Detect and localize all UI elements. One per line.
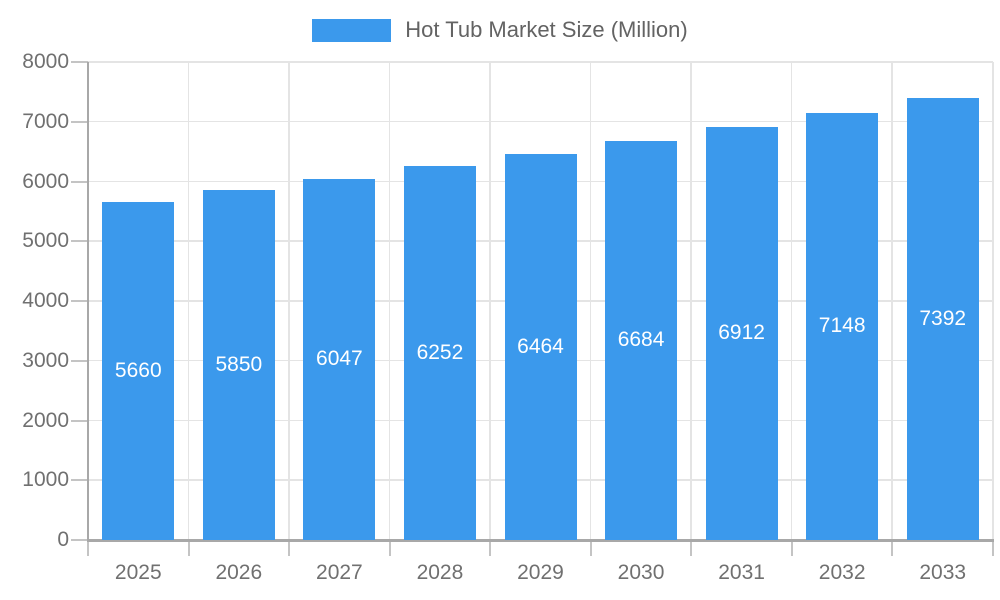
bar-2031[interactable]: 6912 bbox=[705, 127, 778, 540]
x-axis-tick bbox=[992, 540, 994, 556]
bar-value-label: 6684 bbox=[617, 328, 665, 352]
y-axis-label: 2000 bbox=[22, 408, 69, 432]
bar-value-label: 6912 bbox=[718, 321, 765, 345]
x-axis-label: 2031 bbox=[718, 561, 765, 584]
x-axis-tick bbox=[187, 540, 190, 556]
bar-2025[interactable]: 5660 bbox=[102, 201, 175, 540]
y-axis-label: 3000 bbox=[22, 348, 69, 372]
y-axis-tick bbox=[71, 419, 88, 422]
bar-2026[interactable]: 5850 bbox=[202, 190, 275, 540]
y-axis-tick bbox=[71, 359, 88, 362]
y-axis-label: 4000 bbox=[22, 289, 69, 312]
legend[interactable]: Hot Tub Market Size (Million) bbox=[0, 17, 1000, 43]
y-axis-label: 0 bbox=[57, 528, 69, 551]
y-axis-label: 5000 bbox=[22, 229, 69, 253]
bar-value-label: 5660 bbox=[114, 358, 162, 382]
bar-2030[interactable]: 6684 bbox=[605, 140, 678, 540]
y-axis-label: 8000 bbox=[22, 50, 69, 73]
legend-label: Hot Tub Market Size (Million) bbox=[405, 17, 688, 42]
bar-value-label: 6252 bbox=[416, 341, 464, 365]
gridline-vertical bbox=[489, 62, 491, 540]
x-axis-label: 2033 bbox=[919, 561, 967, 584]
x-axis-label: 2032 bbox=[818, 561, 866, 584]
x-axis-label: 2027 bbox=[316, 561, 363, 584]
gridline-vertical bbox=[288, 62, 290, 540]
gridline-vertical bbox=[187, 62, 190, 540]
bar-2028[interactable]: 6252 bbox=[403, 166, 476, 540]
gridline-vertical bbox=[891, 62, 893, 540]
x-axis-tick bbox=[288, 540, 291, 556]
bar-2027[interactable]: 6047 bbox=[303, 178, 376, 540]
gridline-vertical bbox=[690, 62, 692, 540]
y-axis-label: 6000 bbox=[22, 169, 69, 193]
x-axis-label: 2028 bbox=[416, 561, 464, 584]
y-axis-tick bbox=[71, 120, 88, 123]
x-axis-tick bbox=[891, 540, 894, 556]
y-axis-tick bbox=[71, 240, 88, 243]
x-axis-line bbox=[87, 539, 994, 542]
x-axis-tick bbox=[589, 540, 592, 556]
x-axis-tick bbox=[489, 540, 492, 556]
x-axis-tick bbox=[790, 540, 793, 556]
gridline-vertical bbox=[589, 62, 592, 540]
x-axis-tick bbox=[388, 540, 391, 556]
gridline-horizontal bbox=[88, 120, 993, 123]
bar-2029[interactable]: 6464 bbox=[504, 153, 577, 540]
y-axis-label: 1000 bbox=[22, 468, 69, 492]
x-axis-tick bbox=[690, 540, 693, 556]
bar-value-label: 7148 bbox=[818, 314, 866, 338]
x-axis-label: 2029 bbox=[517, 561, 564, 584]
bar-value-label: 6047 bbox=[316, 347, 363, 371]
bar-value-label: 5850 bbox=[215, 353, 263, 377]
bar-value-label: 7392 bbox=[919, 307, 967, 331]
y-axis-tick bbox=[71, 61, 88, 63]
gridline-vertical bbox=[790, 62, 793, 540]
x-axis-tick bbox=[87, 540, 89, 556]
x-axis-label: 2030 bbox=[617, 561, 665, 584]
x-axis-label: 2026 bbox=[215, 561, 263, 584]
y-axis-tick bbox=[71, 300, 88, 302]
y-axis-line bbox=[87, 62, 89, 540]
bar-2033[interactable]: 7392 bbox=[906, 98, 979, 540]
y-axis-tick bbox=[71, 180, 88, 183]
bar-value-label: 6464 bbox=[517, 334, 564, 358]
gridline-vertical bbox=[388, 62, 391, 540]
y-axis-tick bbox=[71, 479, 88, 482]
gridline-horizontal bbox=[88, 61, 993, 63]
y-axis-tick bbox=[71, 539, 88, 541]
y-axis-label: 7000 bbox=[22, 109, 69, 133]
bar-2032[interactable]: 7148 bbox=[806, 112, 879, 540]
x-axis-label: 2025 bbox=[114, 561, 162, 584]
gridline-vertical bbox=[992, 62, 994, 540]
legend-swatch bbox=[312, 18, 392, 42]
